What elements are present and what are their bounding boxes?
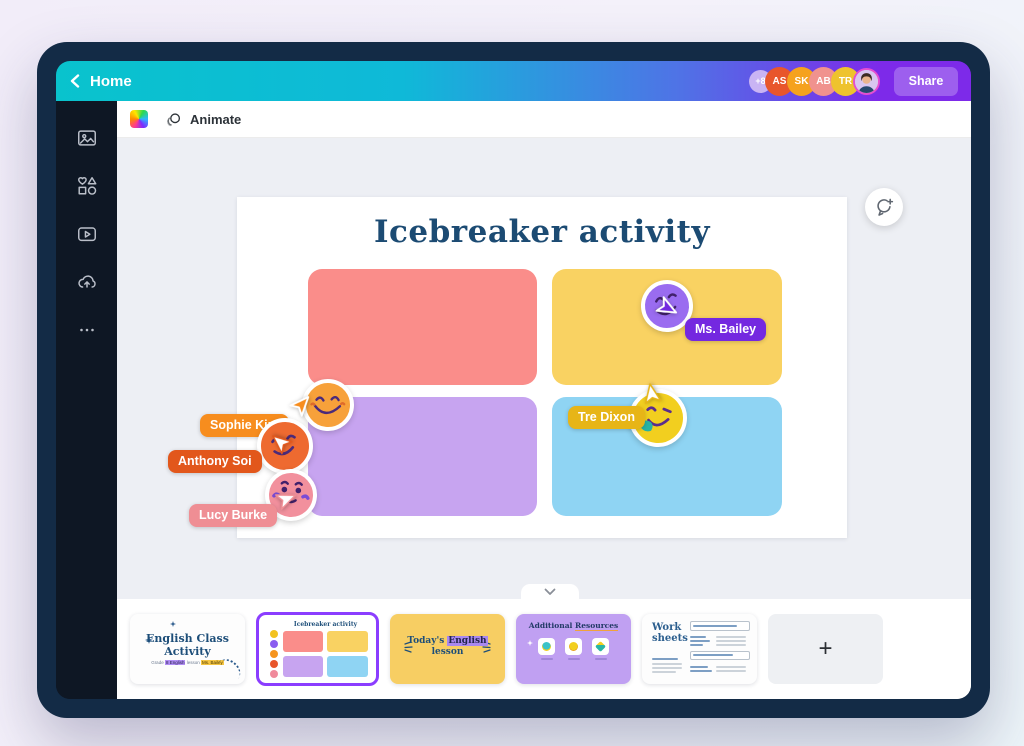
plus-icon: + xyxy=(818,635,833,662)
cursor-sophie-kim xyxy=(286,387,318,419)
home-button[interactable]: Home xyxy=(69,73,132,90)
thumb-subtitle: Grade 8 English lesson Ms. Bailey xyxy=(151,660,224,665)
resource-cards xyxy=(516,638,631,660)
mini-box-purple xyxy=(283,656,323,677)
animate-icon xyxy=(164,110,183,129)
cursor-anthony-soi xyxy=(263,425,295,457)
mini-sticker-dot xyxy=(270,670,278,678)
worksheet-field xyxy=(690,651,750,660)
cursor-ms-bailey xyxy=(653,293,684,324)
uploads-icon[interactable] xyxy=(76,271,98,293)
sparkle-icon xyxy=(527,640,533,646)
name-tag-lucy-burke: Lucy Burke xyxy=(189,504,278,527)
sticky-box-pink[interactable] xyxy=(308,269,537,385)
object-panel-sidebar xyxy=(56,101,117,699)
lightbulb-icon xyxy=(542,642,551,651)
home-label: Home xyxy=(90,72,132,90)
animate-button[interactable]: Animate xyxy=(164,110,241,129)
filmstrip-collapse-tab[interactable] xyxy=(521,584,579,599)
mini-sticker-dot xyxy=(270,650,278,658)
resource-card-smiley xyxy=(565,638,582,655)
mini-box-blue xyxy=(327,656,368,677)
resource-card-gem xyxy=(592,638,609,655)
sparkle-icon xyxy=(170,621,176,627)
images-icon[interactable] xyxy=(76,127,98,149)
thumb-title: Work sheets xyxy=(652,622,688,644)
app-frame: Home +8 AS SK AB TR xyxy=(56,61,971,699)
slide-thumb-icebreaker-selected[interactable]: Icebreaker activity xyxy=(256,612,379,686)
cursor-lucy-burke xyxy=(273,484,303,514)
resource-card-idea xyxy=(538,638,555,655)
more-icon[interactable] xyxy=(76,319,98,341)
top-bar: Home +8 AS SK AB TR xyxy=(56,61,971,101)
sticker-sophie-kim[interactable] xyxy=(299,376,357,434)
elements-icon[interactable] xyxy=(76,175,98,197)
editor-toolbar: Animate xyxy=(117,101,971,138)
gem-icon xyxy=(595,641,606,652)
smiley-icon xyxy=(569,642,578,651)
thumb-title: English Class Activity xyxy=(146,632,229,659)
slide-thumb-worksheets[interactable]: Work sheets xyxy=(642,614,757,684)
mini-sticker-dot xyxy=(270,640,278,648)
mini-sticker-dot xyxy=(270,660,278,668)
share-button[interactable]: Share xyxy=(894,66,958,96)
slide-filmstrip: English Class Activity Grade 8 English l… xyxy=(117,599,971,699)
slide-title[interactable]: Icebreaker activity xyxy=(374,214,710,250)
chevron-down-icon xyxy=(544,588,556,595)
comment-plus-icon xyxy=(876,198,893,216)
add-slide-button[interactable]: + xyxy=(768,614,883,684)
mini-box-yellow xyxy=(327,631,368,652)
slide-thumb-todays-english-lesson[interactable]: Today's English lesson xyxy=(390,614,505,684)
squiggle-decoration xyxy=(210,654,245,684)
slide-thumb-additional-resources[interactable]: Additional Resources xyxy=(516,614,631,684)
cursor-tre-dixon xyxy=(638,379,665,406)
back-chevron-icon xyxy=(69,74,81,88)
thumb-title: Today's English lesson xyxy=(407,636,488,658)
slide-thumb-english-class-activity[interactable]: English Class Activity Grade 8 English l… xyxy=(130,614,245,684)
background-color-picker[interactable] xyxy=(130,110,148,128)
person-photo-icon xyxy=(855,69,878,93)
mini-sticker-dot xyxy=(270,630,278,638)
thumb-title: Icebreaker activity xyxy=(293,621,358,628)
name-tag-anthony-soi: Anthony Soi xyxy=(168,450,262,473)
avatar-photo[interactable] xyxy=(853,67,880,95)
animate-label: Animate xyxy=(190,111,242,127)
mini-box-pink xyxy=(283,631,323,652)
smiley-face-icon xyxy=(310,396,346,415)
thumb-title: Additional Resources xyxy=(528,621,619,631)
add-comment-button[interactable] xyxy=(865,188,903,226)
app-window: Home +8 AS SK AB TR xyxy=(37,42,990,718)
design-canvas[interactable]: Icebreaker activity Ms. B xyxy=(117,138,971,599)
videos-icon[interactable] xyxy=(76,223,98,245)
emphasis-lines-icon xyxy=(403,640,413,659)
name-tag-tre-dixon: Tre Dixon xyxy=(568,406,645,429)
collaborator-avatar-stack: +8 AS SK AB TR xyxy=(749,66,880,96)
sparkle-icon xyxy=(145,636,153,644)
name-tag-ms-bailey: Ms. Bailey xyxy=(685,318,767,341)
